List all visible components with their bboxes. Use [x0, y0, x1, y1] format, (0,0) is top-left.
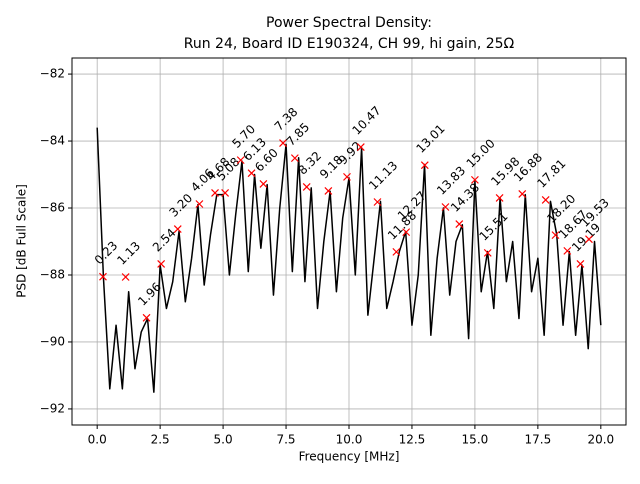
peak-label: 13.01 [413, 122, 447, 156]
chart-subtitle: Run 24, Board ID E190324, CH 99, hi gain… [184, 36, 515, 52]
peak-marker [195, 200, 204, 208]
x-axis-label: Frequency [MHz] [299, 450, 400, 464]
peak-marker [576, 260, 585, 268]
y-tick-label: −88 [40, 267, 65, 281]
peak-marker [302, 182, 311, 191]
x-tick-label: 12.5 [399, 433, 426, 447]
peak-marker [247, 169, 256, 178]
peak-label: 15.51 [476, 209, 510, 243]
x-tick-label: 17.5 [525, 433, 552, 447]
x-tick-label: 15.0 [462, 433, 489, 447]
x-tick-label: 20.0 [587, 433, 614, 447]
peak-label: 3.20 [166, 191, 195, 220]
peak-label: 0.23 [92, 238, 121, 267]
y-tick-label: −84 [40, 134, 65, 148]
psd-line [96, 127, 602, 393]
peak-marker [585, 235, 593, 244]
peak-marker [173, 225, 182, 234]
peak-marker [420, 161, 429, 170]
peak-label: 11.13 [366, 158, 400, 192]
x-tick-label: 10.0 [336, 433, 363, 447]
chart-title: Power Spectral Density: [266, 15, 432, 31]
peak-marker [441, 203, 450, 211]
peak-marker [279, 139, 287, 147]
y-tick-label: −92 [40, 401, 65, 415]
peak-marker [402, 228, 411, 237]
peak-marker [211, 189, 219, 197]
peak-marker [392, 247, 401, 256]
peak-marker [157, 260, 166, 268]
y-tick-label: −90 [40, 334, 65, 348]
peak-label: 1.13 [114, 239, 143, 268]
peak-marker [356, 143, 365, 151]
peak-marker [290, 154, 299, 163]
peak-marker [470, 175, 479, 184]
peak-marker [373, 198, 382, 206]
peak-marker [551, 231, 560, 240]
y-tick-label: −82 [40, 67, 65, 81]
peak-marker [99, 272, 107, 281]
peak-marker [121, 273, 130, 281]
peak-marker [236, 156, 245, 165]
peak-marker [142, 313, 151, 322]
x-tick-label: 0.0 [88, 433, 107, 447]
peak-marker [518, 190, 527, 198]
x-tick-label: 2.5 [151, 433, 170, 447]
peak-label: 2.54 [150, 226, 179, 255]
y-axis-label: PSD [dB Full Scale] [15, 184, 29, 298]
peak-label: 10.47 [350, 103, 384, 137]
x-tick-label: 7.5 [276, 433, 295, 447]
peak-marker [541, 196, 550, 204]
peak-marker [563, 246, 572, 255]
x-tick-label: 5.0 [214, 433, 233, 447]
peak-marker [221, 189, 230, 197]
plot-frame [71, 57, 627, 426]
peak-marker [495, 194, 504, 202]
peak-marker [259, 179, 268, 188]
peak-marker [324, 187, 333, 195]
y-tick-label: −86 [40, 201, 65, 215]
peak-marker [455, 220, 464, 229]
peak-marker [483, 248, 492, 257]
peak-marker [343, 172, 351, 181]
